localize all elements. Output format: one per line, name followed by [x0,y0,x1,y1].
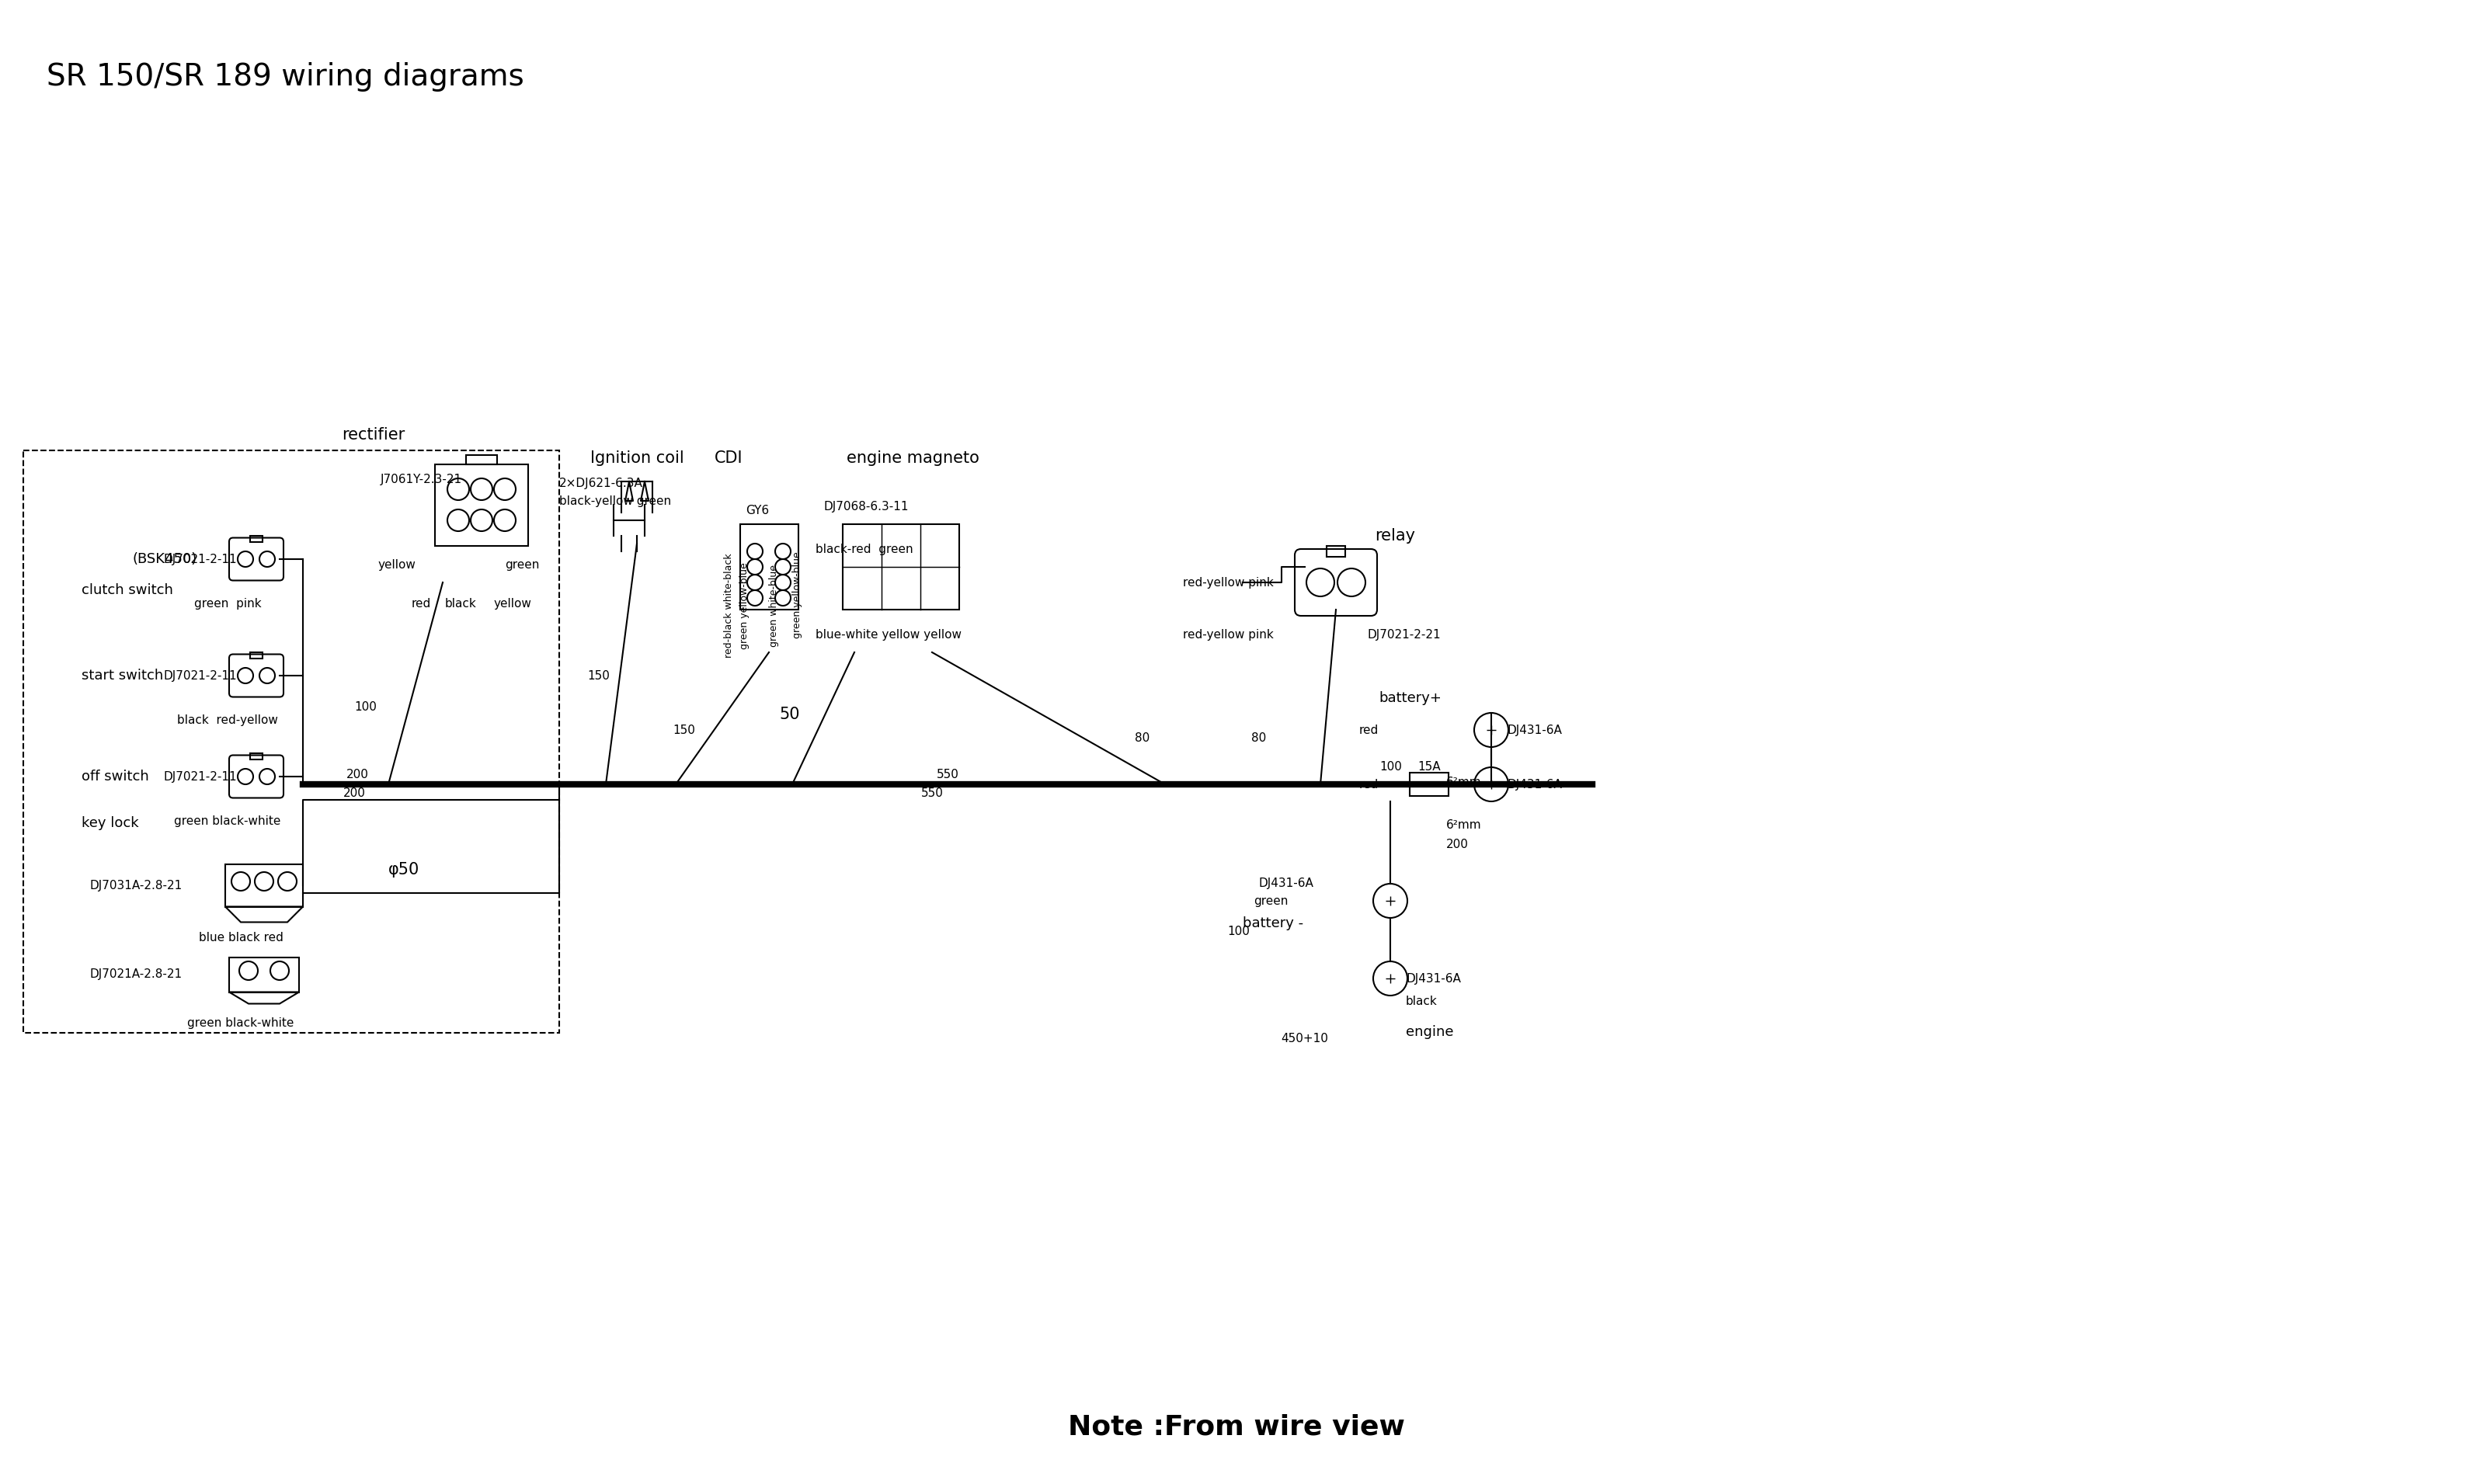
Text: yellow: yellow [492,598,532,610]
Text: 80: 80 [1135,732,1150,743]
Bar [250,651,262,657]
Text: green: green [1254,895,1288,907]
Text: DJ431-6A: DJ431-6A [1506,779,1563,789]
Text: engine: engine [1405,1025,1454,1039]
Text: 200: 200 [346,769,368,781]
Bar [739,524,799,610]
Bar [1326,546,1345,556]
Text: DJ7068-6.3-11: DJ7068-6.3-11 [824,502,908,512]
Text: black-yellow green: black-yellow green [559,496,670,508]
Bar [250,536,262,542]
Text: 200: 200 [1447,838,1469,850]
Text: green black-white: green black-white [173,815,282,827]
Text: DJ7031A-2.8-21: DJ7031A-2.8-21 [89,880,183,890]
Text: green yellow-blue: green yellow-blue [739,562,749,649]
Text: 2×DJ621-6.3A: 2×DJ621-6.3A [559,478,643,490]
Text: DJ431-6A: DJ431-6A [1405,972,1462,984]
Bar [465,454,497,464]
Text: DJ7021A-2.8-21: DJ7021A-2.8-21 [89,969,183,981]
Text: 550: 550 [937,769,960,781]
Text: green yellow-blue: green yellow-blue [791,552,801,638]
Text: (BSK450): (BSK450) [131,552,198,565]
Text: DJ7021-2-11: DJ7021-2-11 [163,770,237,782]
Text: DJ431-6A: DJ431-6A [1259,877,1313,889]
Text: black  red-yellow: black red-yellow [178,714,277,726]
Text: 100: 100 [1380,761,1402,773]
Text: DJ7021-2-21: DJ7021-2-21 [1368,629,1439,641]
Text: DJ7021-2-11: DJ7021-2-11 [163,669,237,681]
Text: engine magneto: engine magneto [846,451,979,466]
Text: off switch: off switch [82,770,148,784]
Text: key lock: key lock [82,816,138,830]
Text: battery+: battery+ [1377,692,1442,705]
Text: J7061Y-2.3-21: J7061Y-2.3-21 [381,473,462,485]
Text: GY6: GY6 [747,505,769,516]
Text: green black-white: green black-white [188,1018,294,1028]
Text: DJ7021-2-11: DJ7021-2-11 [163,554,237,565]
Text: black-red  green: black-red green [816,543,913,555]
Text: 150: 150 [586,669,611,681]
Text: blue-white yellow yellow: blue-white yellow yellow [816,629,962,641]
Text: black: black [445,598,477,610]
Text: 200: 200 [344,788,366,798]
Text: 6²mm: 6²mm [1447,776,1481,788]
Text: 150: 150 [673,724,695,736]
Text: red: red [1360,779,1377,789]
Text: 50: 50 [779,706,799,723]
Text: 100: 100 [354,700,376,712]
Text: clutch switch: clutch switch [82,583,173,597]
Text: 550: 550 [920,788,942,798]
Text: Ignition coil: Ignition coil [591,451,685,466]
Text: rectifier: rectifier [341,427,406,442]
Text: 6²mm: 6²mm [1447,819,1481,831]
Text: SR 150/SR 189 wiring diagrams: SR 150/SR 189 wiring diagrams [47,62,524,92]
Text: red-yellow pink: red-yellow pink [1182,629,1274,641]
Text: 100: 100 [1227,926,1249,938]
Text: CDI: CDI [715,451,742,466]
Text: green white-blue: green white-blue [769,564,779,647]
Bar [1410,773,1449,795]
Text: red-yellow pink: red-yellow pink [1182,577,1274,588]
Bar [843,524,960,610]
Text: φ50: φ50 [388,862,420,877]
Text: 450+10: 450+10 [1281,1033,1328,1045]
Text: red: red [1360,724,1377,736]
Text: battery -: battery - [1244,916,1303,930]
Text: yellow: yellow [378,559,415,571]
Text: blue black red: blue black red [198,932,282,944]
Text: red: red [411,598,430,610]
Text: 15A: 15A [1417,761,1442,773]
Bar [225,864,302,907]
Text: green  pink: green pink [193,598,262,610]
Bar [435,464,529,546]
Text: green: green [504,559,539,571]
Bar [250,752,262,760]
Text: Note :From wire view: Note :From wire view [1068,1413,1405,1439]
Text: black: black [1405,996,1437,1008]
Text: DJ431-6A: DJ431-6A [1506,724,1563,736]
Text: relay: relay [1375,528,1415,543]
Text: red-black white-black: red-black white-black [725,554,734,657]
Bar [230,957,299,991]
Text: 80: 80 [1251,732,1266,743]
Text: start switch: start switch [82,669,163,683]
